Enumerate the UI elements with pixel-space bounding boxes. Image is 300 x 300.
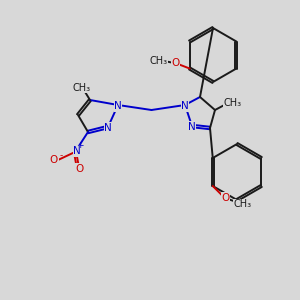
Text: O: O: [76, 164, 84, 174]
Text: N: N: [188, 122, 196, 132]
Text: +: +: [76, 140, 84, 149]
Text: N: N: [114, 101, 122, 111]
Text: CH₃: CH₃: [224, 98, 242, 108]
Text: N: N: [73, 146, 81, 156]
Text: CH₃: CH₃: [150, 56, 168, 67]
Text: N: N: [181, 101, 189, 111]
Text: -: -: [59, 152, 63, 160]
Text: N: N: [104, 123, 112, 133]
Text: CH₃: CH₃: [73, 83, 91, 93]
Text: CH₃: CH₃: [234, 199, 252, 209]
Text: O: O: [222, 193, 230, 203]
Text: O: O: [50, 155, 58, 165]
Text: O: O: [172, 58, 180, 68]
